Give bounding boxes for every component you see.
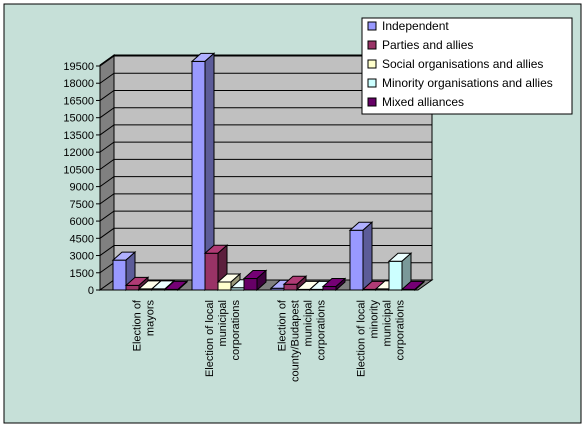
y-tick-label: 1500 bbox=[70, 268, 94, 280]
gridline bbox=[99, 72, 432, 84]
bar-front bbox=[112, 259, 127, 291]
legend-label: Parties and allies bbox=[382, 38, 473, 52]
bar-front bbox=[283, 283, 298, 291]
category-label-line: mayors bbox=[145, 300, 157, 337]
bar-mixed-alliances-3 bbox=[400, 280, 426, 292]
y-tick-label: 4500 bbox=[70, 233, 94, 245]
bar-parties-and-allies-2 bbox=[282, 275, 308, 292]
legend-swatch bbox=[367, 78, 377, 88]
bar-mixed-alliances-2 bbox=[321, 277, 347, 292]
bar-side bbox=[335, 277, 346, 292]
category-label-line: Election of bbox=[277, 299, 289, 351]
bar-front bbox=[322, 286, 337, 291]
gridline bbox=[99, 141, 432, 153]
bar-side bbox=[177, 280, 188, 292]
gridline bbox=[99, 89, 432, 101]
category-label-line: Election of local bbox=[356, 300, 368, 377]
y-tick-label: 13500 bbox=[63, 130, 94, 142]
category-label-line: minority bbox=[369, 300, 381, 339]
bar-front bbox=[125, 284, 140, 291]
category-label-2: Election ofcounty/Budapestmunicipalcorpo… bbox=[277, 299, 328, 382]
y-tick-label: 19500 bbox=[63, 61, 94, 73]
bar-side bbox=[414, 280, 425, 292]
gridline bbox=[99, 176, 432, 188]
bar-front bbox=[191, 60, 206, 291]
category-label-line: municipal bbox=[217, 300, 229, 346]
bar-mixed-alliances-1 bbox=[242, 269, 268, 292]
gridline bbox=[99, 124, 432, 136]
category-label-line: Election of bbox=[132, 299, 144, 351]
legend-label: Mixed alliances bbox=[382, 95, 464, 109]
side-wall bbox=[99, 54, 115, 291]
y-tick-label: 6000 bbox=[70, 216, 94, 228]
y-tick-label: 18000 bbox=[63, 78, 94, 90]
gridline bbox=[99, 193, 432, 205]
gridline bbox=[99, 158, 432, 170]
legend-swatch bbox=[367, 59, 377, 69]
legend-label: Minority organisations and allies bbox=[382, 76, 553, 90]
y-tick-label: 12000 bbox=[63, 147, 94, 159]
bar-front bbox=[349, 229, 364, 291]
category-label-0: Election ofmayors bbox=[132, 299, 157, 351]
category-label-line: Election of local bbox=[204, 300, 216, 377]
bar-front bbox=[243, 278, 258, 291]
bar-side bbox=[362, 221, 373, 292]
gridline bbox=[99, 227, 432, 239]
gridline bbox=[99, 107, 432, 119]
bars bbox=[111, 52, 426, 292]
gridline bbox=[99, 55, 432, 67]
y-tick-label: 3000 bbox=[70, 251, 94, 263]
y-tick-label: 9000 bbox=[70, 182, 94, 194]
bar-minority-organisations-and-allies-3 bbox=[387, 252, 413, 292]
x-axis-labels: Election ofmayors Election of localmunici… bbox=[132, 299, 407, 382]
category-label-line: corporations bbox=[316, 300, 328, 361]
y-tick-label: 0 bbox=[88, 285, 94, 297]
legend-label: Independent bbox=[382, 19, 449, 33]
category-label-1: Election of localmunicipalcorporations bbox=[204, 300, 242, 378]
y-tick-label: 10500 bbox=[63, 164, 94, 176]
category-label-line: corporations bbox=[230, 300, 242, 361]
bar-independent-3 bbox=[348, 221, 374, 292]
y-tick-label: 15000 bbox=[63, 113, 94, 125]
gridline bbox=[99, 245, 432, 256]
y-tick-label: 7500 bbox=[70, 199, 94, 211]
legend-swatch bbox=[367, 21, 377, 31]
bar-independent-1 bbox=[190, 52, 216, 292]
category-label-line: corporations bbox=[395, 300, 407, 361]
y-axis: 0 1500 3000 4500 6000 7500 9000 10500 12000 13500… bbox=[63, 61, 418, 297]
category-label-3: Election of localminoritymunicipalcorpor… bbox=[356, 300, 407, 378]
category-label-line: county/Budapest bbox=[290, 300, 302, 382]
bar-front bbox=[388, 260, 403, 291]
gridline bbox=[99, 210, 432, 222]
legend-swatch bbox=[367, 40, 377, 50]
bar-front bbox=[204, 252, 219, 291]
y-tick-label: 16500 bbox=[63, 95, 94, 107]
category-label-line: municipal bbox=[303, 300, 315, 346]
legend-box bbox=[361, 17, 573, 115]
category-label-line: municipal bbox=[382, 300, 394, 346]
legend-label: Social organisations and allies bbox=[382, 57, 543, 71]
legend: Independent Parties and allies Social orga… bbox=[361, 17, 573, 115]
bar-mixed-alliances-0 bbox=[163, 280, 189, 292]
legend-swatch bbox=[367, 97, 377, 107]
bar-side bbox=[256, 269, 267, 292]
bar-front bbox=[217, 281, 232, 291]
